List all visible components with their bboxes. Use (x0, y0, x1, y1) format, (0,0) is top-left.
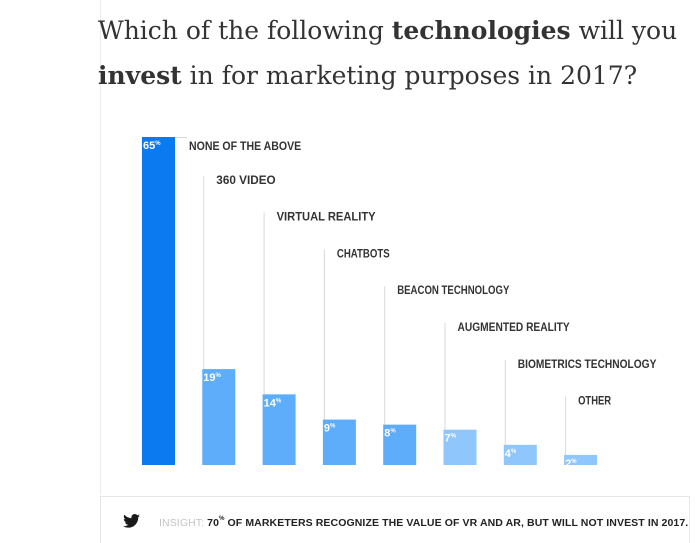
bar (503, 444, 537, 465)
category-label: AUGMENTED REALITY (458, 322, 570, 334)
bar (383, 424, 417, 465)
category-label: NONE OF THE ABOVE (189, 141, 302, 153)
category-label: VIRTUAL REALITY (277, 212, 376, 224)
bar (443, 429, 477, 465)
title-suffix: in for marketing purposes in 2017? (181, 61, 638, 90)
value-label-unit: % (451, 434, 457, 440)
category-label: BIOMETRICS TECHNOLOGY (518, 359, 657, 371)
value-label: 2% (565, 458, 577, 470)
title-bold-invest: invest (98, 61, 182, 90)
insight-bar[interactable]: INSIGHT: 70% OF MARKETERS RECOGNIZE THE … (100, 496, 690, 543)
page-title: Which of the following technologies will… (98, 8, 698, 98)
insight-text: INSIGHT: 70% OF MARKETERS RECOGNIZE THE … (159, 516, 689, 529)
insight-percent-value: 70 (207, 517, 220, 529)
value-label-unit: % (330, 424, 336, 430)
bar (322, 419, 356, 465)
page-frame-line (100, 0, 101, 495)
value-label-unit: % (155, 141, 161, 147)
value-label-unit: % (511, 449, 517, 455)
title-bold-technologies: technologies (391, 16, 571, 45)
insight-label: INSIGHT: (159, 517, 205, 529)
category-label: OTHER (578, 396, 612, 408)
bar (564, 454, 598, 465)
bar (202, 369, 236, 465)
title-middle: will you (570, 16, 678, 45)
insight-percent-unit: % (219, 516, 225, 522)
insight-message: OF MARKETERS RECOGNIZE THE VALUE OF VR A… (227, 517, 689, 529)
twitter-bird-icon[interactable] (123, 514, 140, 528)
title-prefix: Which of the following (98, 16, 392, 45)
insight-percent: 70% (207, 516, 225, 529)
category-label: BEACON TECHNOLOGY (397, 285, 509, 297)
bar (262, 394, 296, 465)
value-label-unit: % (216, 373, 222, 379)
bar (142, 137, 175, 465)
value-label-unit: % (390, 429, 396, 435)
value-label-unit: % (276, 398, 282, 404)
value-label-unit: % (571, 459, 577, 465)
category-label: 360 VIDEO (216, 175, 275, 187)
category-label: CHATBOTS (337, 248, 390, 260)
